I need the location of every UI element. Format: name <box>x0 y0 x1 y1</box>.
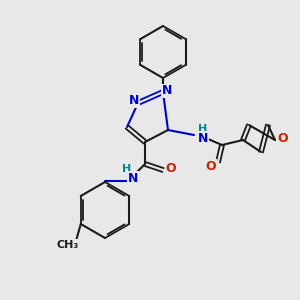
Text: CH₃: CH₃ <box>57 240 79 250</box>
Text: H: H <box>198 124 208 134</box>
Text: O: O <box>206 160 216 172</box>
Text: N: N <box>129 94 139 107</box>
Text: N: N <box>198 131 208 145</box>
Text: N: N <box>128 172 138 184</box>
Text: N: N <box>162 85 172 98</box>
Text: H: H <box>122 164 132 174</box>
Text: O: O <box>278 131 288 145</box>
Text: O: O <box>166 161 176 175</box>
